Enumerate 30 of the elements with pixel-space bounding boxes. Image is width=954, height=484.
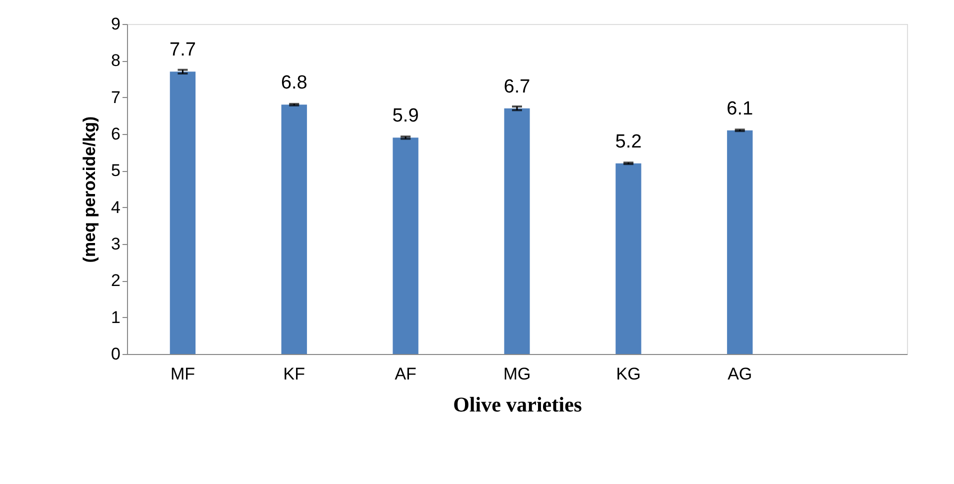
y-tick-label: 5 [111,161,120,180]
x-tick-label: MG [503,364,531,384]
x-tick-label: KG [616,364,641,384]
data-label: 5.9 [392,106,419,127]
y-tick-label: 2 [111,271,120,290]
y-tick-label: 1 [111,308,120,327]
y-tick-label: 8 [111,51,120,70]
x-tick-label: AF [394,364,416,384]
y-tick-label: 4 [111,198,120,217]
data-label: 6.8 [280,72,308,94]
x-tick-label: AG [728,364,752,384]
bar [392,138,418,354]
x-tick-label: KF [283,364,306,384]
y-tick-label: 6 [111,124,120,144]
y-tick-label: 0 [111,344,120,364]
y-axis-title: (meq peroxide/kg) [80,116,100,263]
bar [170,72,196,354]
data-label: 6.1 [726,98,754,120]
bar [504,108,530,354]
bar [616,163,642,354]
bar [281,104,307,354]
y-tick-label: 9 [111,14,120,34]
data-label: 6.7 [504,76,530,98]
x-tick-label: MF [170,364,195,384]
y-tick-label: 7 [111,88,120,107]
data-label: 7.7 [170,40,196,61]
bar [727,130,753,354]
x-axis-title: Olive varieties [453,392,582,416]
data-label: 5.2 [615,131,642,152]
y-tick-label: 3 [111,234,120,254]
